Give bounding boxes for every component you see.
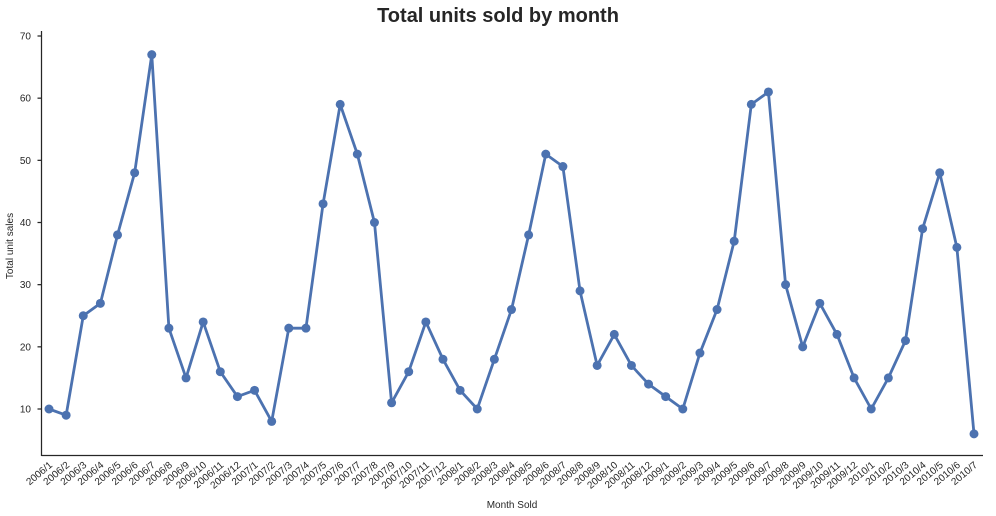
y-tick-labels: 10 20 30 40 50 60 70	[20, 32, 42, 416]
x-axis-label: Month Sold	[487, 500, 538, 511]
y-tick-label: 20	[20, 342, 32, 353]
data-point	[935, 168, 945, 178]
x-tick-labels: 2006/12006/22006/32006/42006/52006/62006…	[24, 460, 980, 492]
data-point	[113, 230, 123, 240]
data-point	[489, 354, 499, 364]
data-point	[507, 305, 516, 315]
data-point	[918, 224, 928, 234]
data-point	[301, 323, 311, 333]
data-point	[781, 280, 791, 290]
data-point	[130, 168, 140, 178]
data-point	[729, 236, 739, 246]
data-point	[832, 329, 842, 339]
data-point	[335, 99, 345, 109]
data-point	[746, 99, 756, 109]
data-point	[763, 87, 773, 97]
data-point	[198, 317, 208, 327]
data-point	[284, 323, 294, 333]
data-points	[44, 50, 979, 439]
data-point	[250, 385, 260, 395]
data-point	[541, 149, 551, 159]
data-point	[215, 367, 225, 377]
data-point	[421, 317, 431, 327]
data-point	[661, 392, 671, 402]
data-point	[866, 404, 876, 414]
y-axis-label: Total unit sales	[5, 213, 16, 279]
y-tick-label: 10	[20, 405, 32, 416]
data-point	[592, 360, 602, 370]
data-point	[900, 336, 910, 346]
data-point	[455, 385, 465, 395]
data-point	[352, 149, 362, 159]
data-point	[147, 50, 157, 60]
data-point	[44, 404, 54, 414]
data-point	[164, 323, 174, 333]
y-tick-label: 40	[20, 218, 32, 229]
y-tick-label: 50	[20, 156, 32, 167]
data-point	[575, 286, 585, 296]
data-point	[181, 373, 191, 383]
data-point	[61, 410, 71, 420]
data-point	[969, 429, 979, 439]
data-point	[815, 298, 825, 308]
data-point	[626, 360, 636, 370]
data-point	[883, 373, 893, 383]
data-point	[558, 162, 568, 172]
data-point	[318, 199, 328, 209]
y-tick-label: 70	[20, 32, 32, 43]
data-point	[369, 218, 379, 227]
data-point	[524, 230, 534, 240]
data-point	[95, 298, 105, 308]
data-point	[472, 404, 482, 414]
data-point	[952, 242, 962, 252]
chart-title: Total units sold by month	[377, 5, 619, 27]
data-point	[78, 311, 88, 321]
data-point	[695, 348, 705, 358]
data-point	[438, 354, 448, 364]
data-point	[387, 398, 397, 408]
data-point	[678, 404, 688, 414]
data-point	[798, 342, 808, 352]
data-point	[404, 367, 414, 377]
data-point	[267, 416, 277, 426]
data-point	[712, 305, 722, 315]
y-tick-label: 60	[20, 94, 32, 105]
data-point	[232, 392, 242, 402]
data-point	[849, 373, 859, 383]
data-point	[609, 329, 619, 339]
y-tick-label: 30	[20, 280, 32, 291]
data-point	[644, 379, 654, 389]
